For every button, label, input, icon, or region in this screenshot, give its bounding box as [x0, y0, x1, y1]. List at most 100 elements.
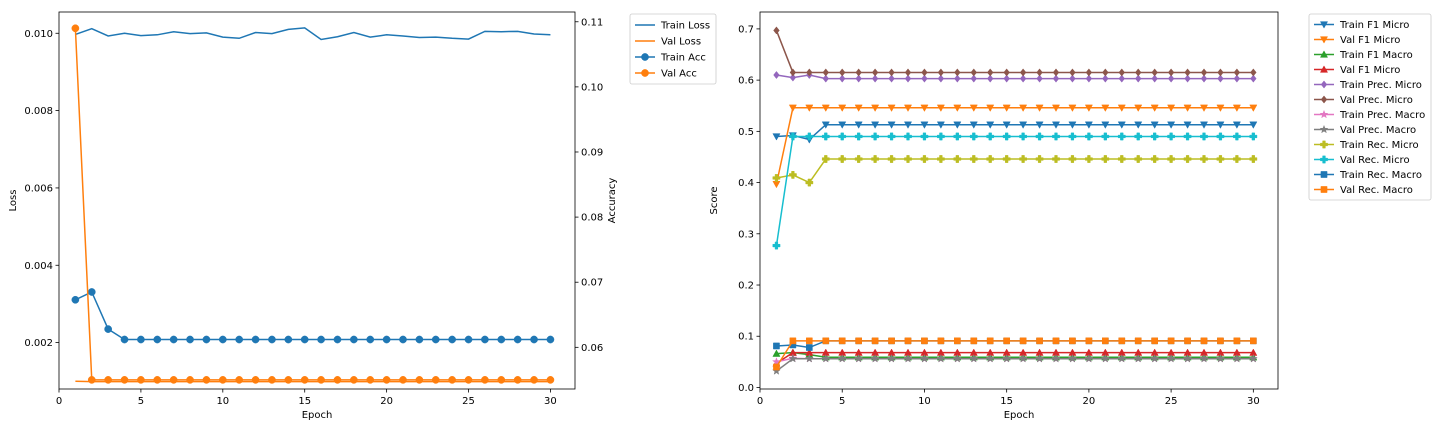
data-point — [1217, 355, 1225, 362]
y-tick-label: 0.2 — [738, 281, 754, 292]
data-point — [790, 338, 796, 344]
series-line — [75, 28, 550, 380]
data-point — [334, 336, 341, 343]
data-point — [432, 336, 439, 343]
legend-label: Val Rec. Macro — [1340, 185, 1413, 196]
data-point — [937, 155, 944, 162]
data-point — [285, 376, 292, 383]
data-point — [823, 338, 829, 344]
data-point — [367, 336, 374, 343]
data-point — [88, 376, 95, 383]
data-point — [872, 155, 879, 162]
data-point — [1085, 355, 1093, 362]
data-point — [954, 155, 961, 162]
data-point — [1102, 69, 1108, 76]
series-line — [776, 30, 1253, 72]
data-point — [1070, 69, 1076, 76]
data-point — [954, 69, 960, 76]
data-point — [986, 355, 994, 362]
data-point — [137, 336, 144, 343]
data-point — [1085, 155, 1092, 162]
data-point — [530, 376, 537, 383]
data-point — [1151, 133, 1158, 140]
data-point — [904, 133, 911, 140]
series-line — [776, 353, 1253, 364]
data-point — [154, 336, 161, 343]
series-train-acc — [72, 288, 554, 343]
data-point — [921, 355, 929, 362]
data-point — [1250, 133, 1257, 140]
data-point — [987, 338, 993, 344]
data-point — [1200, 133, 1207, 140]
series-val-prec-micro — [774, 27, 1257, 76]
data-point — [105, 376, 112, 383]
data-point — [904, 355, 912, 362]
x-tick-label: 0 — [56, 396, 62, 407]
data-point — [1020, 155, 1027, 162]
data-point — [872, 338, 878, 344]
series-line — [776, 359, 1253, 371]
data-point — [872, 133, 879, 140]
series-line — [776, 75, 1253, 79]
y2-tick-label: 0.08 — [581, 213, 603, 224]
legend-label: Train F1 Macro — [1339, 50, 1413, 61]
x-tick-label: 30 — [1247, 396, 1260, 407]
data-point — [1119, 69, 1125, 76]
data-point — [1102, 133, 1109, 140]
y2-tick-label: 0.06 — [581, 343, 603, 354]
data-point — [921, 133, 928, 140]
data-point — [1053, 338, 1059, 344]
data-point — [186, 376, 193, 383]
data-point — [416, 336, 423, 343]
data-point — [839, 133, 846, 140]
data-point — [905, 69, 911, 76]
y2-tick-label: 0.09 — [581, 147, 603, 158]
data-point — [1250, 355, 1258, 362]
data-point — [465, 336, 472, 343]
series-line — [75, 28, 550, 40]
data-point — [790, 69, 796, 76]
legend-label: Train Loss — [660, 21, 710, 32]
series-line — [776, 108, 1253, 184]
data-point — [1004, 69, 1010, 76]
data-point — [1168, 338, 1174, 344]
data-point — [987, 155, 994, 162]
data-point — [971, 338, 977, 344]
data-point — [399, 336, 406, 343]
data-point — [773, 181, 780, 187]
data-point — [514, 336, 521, 343]
data-point — [1102, 355, 1110, 362]
series-line — [75, 292, 550, 340]
data-point — [1019, 355, 1027, 362]
series-val-f1-micro — [773, 105, 1257, 188]
data-point — [170, 336, 177, 343]
data-point — [236, 336, 243, 343]
legend-label: Train Rec. Micro — [1339, 140, 1419, 151]
data-point — [872, 69, 878, 76]
data-point — [1086, 338, 1092, 344]
y2-tick-label: 0.07 — [581, 278, 603, 289]
data-point — [498, 336, 505, 343]
data-point — [1069, 133, 1076, 140]
data-point — [1003, 133, 1010, 140]
y2-axis-label: Accuracy — [607, 178, 618, 224]
data-point — [236, 376, 243, 383]
legend-label: Train F1 Micro — [1339, 20, 1409, 31]
x-axis-label: Epoch — [302, 410, 333, 421]
data-point — [105, 325, 112, 332]
data-point — [137, 376, 144, 383]
data-point — [921, 155, 928, 162]
data-point — [1234, 69, 1240, 76]
data-point — [72, 296, 79, 303]
data-point — [1184, 155, 1191, 162]
data-point — [1118, 155, 1125, 162]
data-point — [530, 336, 537, 343]
data-point — [1118, 133, 1125, 140]
y-tick-label: 0.6 — [738, 76, 754, 87]
data-point — [1036, 338, 1042, 344]
legend-label: Val Loss — [661, 37, 701, 48]
data-point — [773, 242, 780, 249]
x-tick-label: 20 — [1083, 396, 1096, 407]
